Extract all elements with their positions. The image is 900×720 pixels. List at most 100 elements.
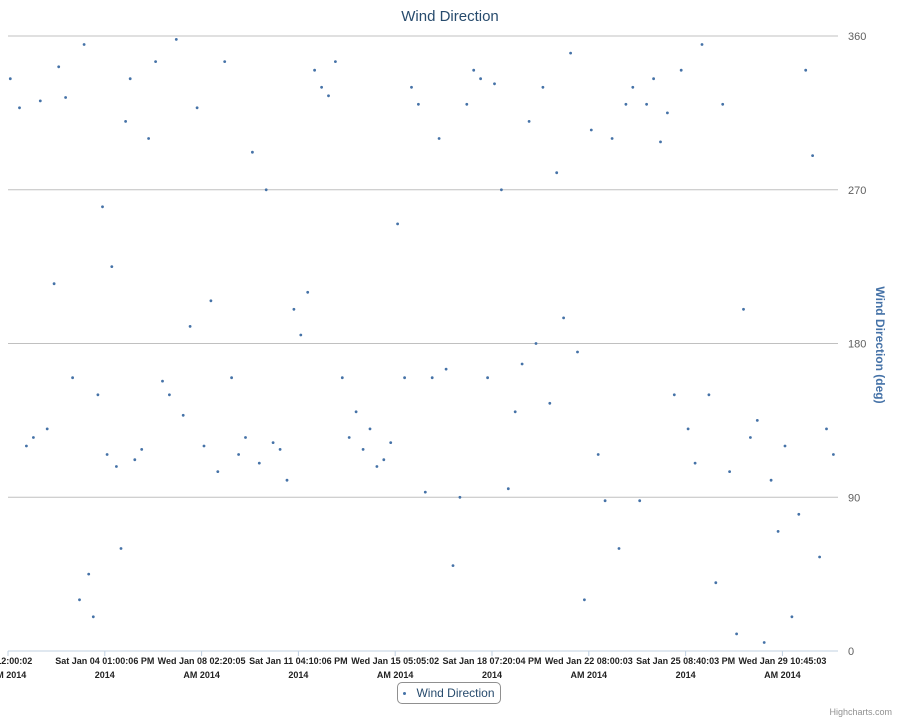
y-tick-label: 360 (848, 31, 866, 43)
data-point (361, 448, 365, 451)
data-point (257, 461, 261, 465)
x-tick-label: 2014 (482, 670, 502, 680)
x-axis-tick-labels: 01 12:00:02 AM 2014 Sat Jan 04 01:00:06 PM… (0, 651, 826, 680)
data-point (327, 94, 330, 98)
data-point (133, 458, 137, 462)
data-point (811, 154, 814, 158)
data-point (382, 458, 386, 462)
x-tick-label: 2014 (95, 670, 115, 680)
data-point (659, 140, 662, 144)
data-point (209, 299, 213, 303)
data-point (583, 598, 586, 602)
legend-marker (403, 691, 407, 695)
data-point (181, 413, 185, 417)
data-point (423, 490, 427, 494)
y-tick-label: 90 (848, 492, 860, 504)
x-tick-label: Wed Jan 15 05:05:02 (351, 656, 439, 666)
data-point (562, 316, 565, 320)
data-point (762, 641, 766, 644)
data-point (8, 77, 12, 81)
data-point (410, 85, 413, 89)
data-point (783, 444, 787, 448)
data-point (818, 555, 821, 559)
data-point (742, 307, 745, 311)
x-tick-label: AM 2014 (0, 670, 26, 680)
data-point (555, 171, 559, 175)
data-point (110, 265, 114, 268)
data-point (251, 150, 254, 154)
y-axis-title: Wind Direction (deg) (873, 286, 887, 404)
data-point (721, 102, 725, 106)
data-point (576, 350, 579, 354)
data-point (271, 441, 275, 444)
data-point (396, 222, 399, 226)
data-point (375, 465, 379, 468)
data-point (776, 530, 780, 533)
data-point (244, 436, 247, 439)
y-tick-label: 180 (848, 339, 866, 351)
data-point (589, 128, 593, 132)
data-point (645, 102, 648, 106)
y-tick-label: 0 (848, 646, 854, 658)
data-point (638, 499, 642, 503)
data-point (195, 106, 199, 110)
data-point (506, 487, 510, 491)
data-point (686, 427, 690, 431)
data-point (140, 448, 144, 451)
data-point (596, 453, 600, 456)
data-point (513, 410, 517, 414)
data-point (749, 436, 752, 439)
data-point (128, 77, 132, 81)
data-point (57, 65, 61, 69)
data-point (25, 444, 28, 448)
data-point (115, 465, 118, 468)
data-point (832, 453, 835, 456)
data-point (465, 102, 469, 106)
data-point (147, 137, 151, 140)
x-tick-label: Sat Jan 18 07:20:04 PM (442, 656, 541, 666)
data-point (679, 68, 683, 72)
data-point (45, 427, 49, 431)
data-point (672, 393, 676, 397)
data-point (541, 85, 545, 89)
x-tick-label: AM 2014 (571, 670, 608, 680)
data-point (334, 60, 337, 63)
data-point (32, 436, 35, 439)
credits-link[interactable]: Highcharts.com (829, 707, 892, 717)
data-point (790, 615, 794, 619)
x-tick-label: Wed Jan 22 08:00:03 (545, 656, 633, 666)
legend-item-wind-direction[interactable]: Wind Direction (397, 682, 501, 704)
data-point (534, 342, 538, 345)
data-point (520, 362, 524, 366)
data-point (458, 495, 462, 499)
series-wind-direction (8, 38, 835, 644)
x-tick-label: 01 12:00:02 (0, 656, 32, 666)
data-point (714, 581, 718, 585)
data-point (101, 205, 104, 209)
data-point (493, 82, 496, 86)
data-point (230, 376, 234, 380)
x-tick-label: Sat Jan 25 08:40:03 PM (636, 656, 735, 666)
data-point (368, 427, 372, 431)
data-point (693, 461, 697, 465)
data-point (119, 547, 123, 550)
data-point (71, 376, 74, 380)
y-tick-label: 270 (848, 185, 866, 197)
data-point (354, 410, 358, 414)
data-point (430, 376, 434, 380)
data-point (403, 376, 406, 380)
data-point (389, 441, 393, 444)
data-point (78, 598, 81, 602)
data-point (161, 379, 164, 383)
data-point (347, 436, 351, 439)
data-point (174, 38, 178, 41)
data-point (500, 188, 503, 192)
y-grid-lines (8, 35, 838, 498)
data-point (652, 77, 655, 81)
data-point (769, 478, 773, 482)
data-point (451, 564, 455, 567)
x-tick-label: AM 2014 (183, 670, 220, 680)
data-point (264, 188, 268, 192)
data-point (285, 478, 289, 482)
chart-title: Wind Direction (401, 8, 499, 25)
